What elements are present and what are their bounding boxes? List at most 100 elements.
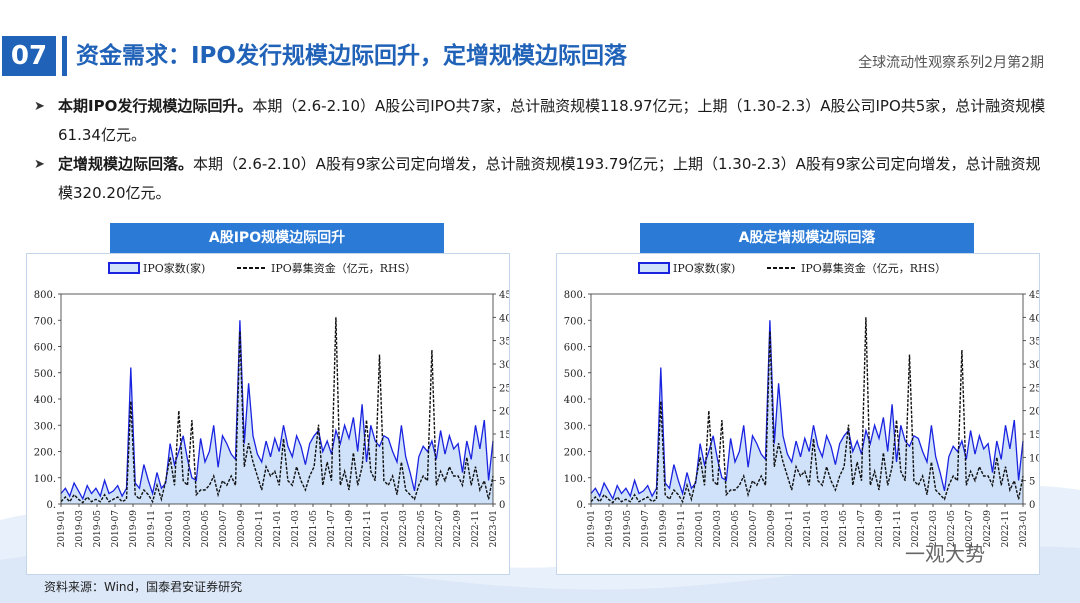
y2-tick-label: 5	[499, 477, 505, 488]
y2-tick-label: 15	[499, 430, 509, 441]
x-tick-label: 2022-05	[947, 510, 957, 548]
section-number: 07	[2, 36, 56, 76]
x-tick-label: 2021-09	[345, 510, 355, 548]
x-tick-label: 2022-11	[471, 510, 481, 547]
y2-tick-label: 15	[1029, 430, 1039, 441]
x-tick-label: 2020-03	[183, 510, 193, 548]
y2-tick-label: 30	[499, 360, 509, 371]
x-tick-label: 2021-09	[875, 510, 885, 548]
y2-tick-label: 20	[1029, 407, 1039, 418]
x-tick-label: 2020-01	[695, 510, 705, 547]
x-tick-label: 2019-01	[57, 510, 67, 547]
x-tick-label: 2022-07	[965, 510, 975, 548]
bullet-heading: 定增规模边际回落。	[58, 155, 194, 173]
x-tick-label: 2020-01	[165, 510, 175, 547]
x-tick-label: 2019-07	[641, 510, 651, 548]
x-tick-label: 2022-03	[929, 510, 939, 548]
chart-svg-ipo: IPO家数(家) IPO募集资金（亿元，RHS）0.100.200.300.400…	[34, 261, 512, 548]
x-tick-label: 2022-03	[399, 510, 409, 548]
x-tick-label: 2020-09	[767, 510, 777, 548]
y-tick-label: 800.	[34, 290, 56, 301]
x-tick-label: 2020-09	[237, 510, 247, 548]
x-tick-label: 2021-01	[273, 510, 283, 547]
x-tick-label: 2023-01	[1019, 510, 1029, 547]
x-tick-label: 2022-07	[435, 510, 445, 548]
x-tick-label: 2020-03	[713, 510, 723, 548]
x-tick-label: 2019-09	[659, 510, 669, 548]
y2-tick-label: 0	[499, 500, 505, 511]
x-tick-label: 2022-09	[983, 510, 993, 548]
y-tick-label: 700.	[34, 316, 56, 327]
legend-label-ipo-funds: IPO募集资金（亿元，RHS）	[271, 261, 416, 275]
x-tick-label: 2020-07	[749, 510, 759, 548]
series-line-ipo-funds	[590, 317, 1024, 504]
y-tick-label: 100.	[34, 474, 56, 485]
bullet-item-placement: ➤ 定增规模边际回落。本期（2.6-2.10）A股有9家公司定向增发，总计融资规…	[34, 150, 1054, 208]
bullet-text: 本期（2.6-2.10）A股公司IPO共7家，总计融资规模118.97亿元；上期…	[58, 97, 1046, 144]
x-tick-label: 2019-07	[111, 510, 121, 548]
bullet-heading: 本期IPO发行规模边际回升。	[58, 97, 253, 115]
x-tick-label: 2021-03	[291, 510, 301, 548]
y-tick-label: 600.	[34, 343, 56, 354]
series-line-ipo-funds	[60, 317, 494, 504]
x-tick-label: 2022-11	[1001, 510, 1011, 547]
series-label: 全球流动性观察系列2月第2期	[858, 55, 1044, 71]
y-tick-label: 700.	[564, 316, 586, 327]
x-tick-label: 2021-07	[857, 510, 867, 548]
bullet-list: ➤ 本期IPO发行规模边际回升。本期（2.6-2.10）A股公司IPO共7家，总…	[34, 92, 1054, 208]
x-tick-label: 2020-07	[219, 510, 229, 548]
x-tick-label: 2019-11	[677, 510, 687, 547]
bullet-text: 本期（2.6-2.10）A股有9家公司定向增发，总计融资规模193.79亿元；上…	[58, 155, 1041, 202]
y-tick-label: 400.	[564, 395, 586, 406]
y2-tick-label: 10	[1029, 453, 1039, 464]
y2-tick-label: 35	[499, 337, 509, 348]
bullet-arrow-icon: ➤	[34, 157, 45, 172]
legend-label-ipo-count: IPO家数(家)	[673, 261, 735, 275]
y2-tick-label: 45	[1029, 290, 1039, 301]
x-tick-label: 2022-01	[911, 510, 921, 547]
x-tick-label: 2021-05	[309, 510, 319, 548]
x-tick-label: 2020-05	[201, 510, 211, 548]
x-tick-label: 2019-09	[129, 510, 139, 548]
x-tick-label: 2021-05	[839, 510, 849, 548]
chart-legend: IPO家数(家) IPO募集资金（亿元，RHS）	[638, 261, 946, 275]
chart-title: A股定增规模边际回落	[640, 223, 974, 253]
x-tick-label: 2019-03	[605, 510, 615, 548]
series-line-ipo-count	[590, 320, 1024, 501]
chart-legend: IPO家数(家) IPO募集资金（亿元，RHS）	[108, 261, 416, 275]
y-tick-label: 500.	[34, 369, 56, 380]
y-tick-label: 800.	[564, 290, 586, 301]
y2-tick-label: 35	[1029, 337, 1039, 348]
page-title: 资金需求：IPO发行规模边际回升，定增规模边际回落	[76, 43, 627, 69]
y2-tick-label: 10	[499, 453, 509, 464]
x-tick-label: 2020-11	[255, 510, 265, 547]
y2-tick-label: 30	[1029, 360, 1039, 371]
y2-tick-label: 5	[1029, 477, 1035, 488]
chart-frame: IPO家数(家) IPO募集资金（亿元，RHS） 0. 100. 200. 300. 400…	[556, 253, 1042, 575]
header-divider	[62, 36, 67, 76]
legend-label-ipo-count: IPO家数(家)	[143, 261, 205, 275]
y-tick-label: 0.	[46, 500, 56, 511]
y-tick-label: 600.	[564, 343, 586, 354]
x-tick-label: 2023-01	[489, 510, 499, 547]
x-tick-label: 2021-01	[803, 510, 813, 547]
y2-tick-label: 40	[499, 313, 509, 324]
x-tick-label: 2019-05	[623, 510, 633, 548]
x-tick-label: 2021-11	[893, 510, 903, 547]
y2-tick-label: 0	[1029, 500, 1035, 511]
slide-header: 07 资金需求：IPO发行规模边际回升，定增规模边际回落 全球流动性观察系列2月…	[0, 14, 1080, 76]
x-tick-label: 2020-11	[785, 510, 795, 547]
y2-tick-label: 45	[499, 290, 509, 301]
x-tick-label: 2021-11	[363, 510, 373, 547]
y-tick-label: 300.	[564, 421, 586, 432]
series-line-ipo-count	[60, 320, 494, 501]
y-tick-label: 0.	[576, 500, 586, 511]
x-tick-label: 2022-05	[417, 510, 427, 548]
legend-label-ipo-funds: IPO募集资金（亿元，RHS）	[801, 261, 946, 275]
y2-tick-label: 40	[1029, 313, 1039, 324]
x-tick-label: 2020-05	[731, 510, 741, 548]
x-tick-label: 2021-07	[327, 510, 337, 548]
x-tick-label: 2019-05	[93, 510, 103, 548]
watermark: 一观大势	[905, 542, 985, 566]
legend-swatch-ipo-count	[638, 262, 670, 274]
